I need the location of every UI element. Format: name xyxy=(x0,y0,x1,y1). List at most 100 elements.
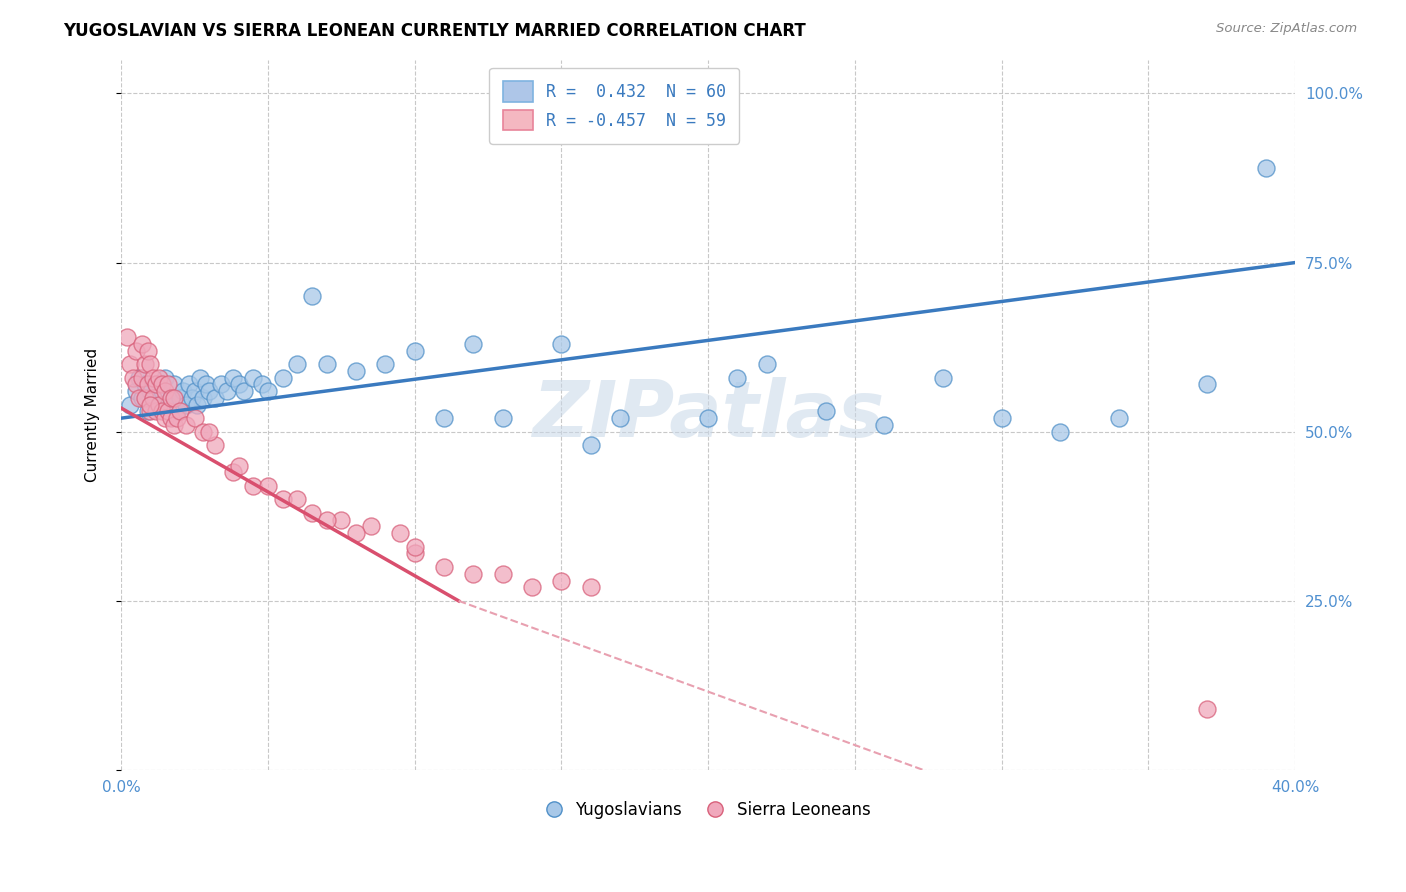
Point xyxy=(125,343,148,358)
Point xyxy=(128,391,150,405)
Point xyxy=(198,384,221,398)
Point xyxy=(125,384,148,398)
Point xyxy=(221,370,243,384)
Point xyxy=(131,336,153,351)
Point xyxy=(142,391,165,405)
Point xyxy=(360,519,382,533)
Point xyxy=(118,398,141,412)
Point xyxy=(404,540,426,554)
Point xyxy=(990,411,1012,425)
Point xyxy=(204,391,226,405)
Point xyxy=(122,370,145,384)
Point xyxy=(148,398,170,412)
Point xyxy=(128,370,150,384)
Point xyxy=(183,411,205,425)
Point xyxy=(180,391,202,405)
Point xyxy=(257,384,280,398)
Point xyxy=(228,458,250,473)
Point xyxy=(139,398,162,412)
Point xyxy=(153,411,176,425)
Point xyxy=(163,377,186,392)
Point xyxy=(520,580,543,594)
Point xyxy=(330,513,353,527)
Point xyxy=(433,560,456,574)
Point xyxy=(1254,161,1277,175)
Point xyxy=(697,411,720,425)
Point xyxy=(157,377,180,392)
Point xyxy=(388,526,411,541)
Point xyxy=(160,391,183,405)
Point xyxy=(301,506,323,520)
Point xyxy=(257,479,280,493)
Point xyxy=(118,357,141,371)
Point xyxy=(1108,411,1130,425)
Point xyxy=(177,377,200,392)
Point xyxy=(145,377,167,392)
Point xyxy=(221,465,243,479)
Point xyxy=(131,391,153,405)
Point xyxy=(301,289,323,303)
Point xyxy=(755,357,778,371)
Point xyxy=(315,513,337,527)
Point xyxy=(166,404,188,418)
Point xyxy=(150,384,173,398)
Point xyxy=(157,404,180,418)
Point xyxy=(145,377,167,392)
Point xyxy=(727,370,749,384)
Legend: Yugoslavians, Sierra Leoneans: Yugoslavians, Sierra Leoneans xyxy=(538,794,877,826)
Point xyxy=(814,404,837,418)
Point xyxy=(250,377,273,392)
Point xyxy=(131,370,153,384)
Point xyxy=(193,425,215,439)
Point xyxy=(148,398,170,412)
Point xyxy=(186,398,208,412)
Point xyxy=(209,377,232,392)
Point xyxy=(873,417,896,432)
Point xyxy=(579,438,602,452)
Y-axis label: Currently Married: Currently Married xyxy=(86,348,100,482)
Point xyxy=(285,357,308,371)
Point xyxy=(169,391,191,405)
Point xyxy=(579,580,602,594)
Point xyxy=(1049,425,1071,439)
Point xyxy=(271,492,294,507)
Point xyxy=(183,384,205,398)
Point xyxy=(463,566,485,581)
Point xyxy=(136,377,159,392)
Point xyxy=(374,357,396,371)
Point xyxy=(315,357,337,371)
Point xyxy=(134,377,156,392)
Point xyxy=(153,370,176,384)
Point xyxy=(932,370,955,384)
Point xyxy=(134,391,156,405)
Point xyxy=(160,391,183,405)
Point xyxy=(142,370,165,384)
Point xyxy=(169,404,191,418)
Point xyxy=(492,566,515,581)
Point xyxy=(404,343,426,358)
Point xyxy=(163,391,186,405)
Point xyxy=(228,377,250,392)
Point xyxy=(166,411,188,425)
Point xyxy=(285,492,308,507)
Point xyxy=(134,357,156,371)
Point xyxy=(1197,702,1219,716)
Point xyxy=(215,384,238,398)
Point xyxy=(115,330,138,344)
Point xyxy=(204,438,226,452)
Point xyxy=(148,370,170,384)
Point xyxy=(198,425,221,439)
Point xyxy=(172,384,194,398)
Point xyxy=(492,411,515,425)
Point xyxy=(233,384,256,398)
Point xyxy=(433,411,456,425)
Text: Source: ZipAtlas.com: Source: ZipAtlas.com xyxy=(1216,22,1357,36)
Point xyxy=(550,574,572,588)
Point xyxy=(1197,377,1219,392)
Text: YUGOSLAVIAN VS SIERRA LEONEAN CURRENTLY MARRIED CORRELATION CHART: YUGOSLAVIAN VS SIERRA LEONEAN CURRENTLY … xyxy=(63,22,806,40)
Text: ZIPatlas: ZIPatlas xyxy=(531,376,884,453)
Point xyxy=(150,377,173,392)
Point xyxy=(125,377,148,392)
Point xyxy=(609,411,631,425)
Point xyxy=(174,398,197,412)
